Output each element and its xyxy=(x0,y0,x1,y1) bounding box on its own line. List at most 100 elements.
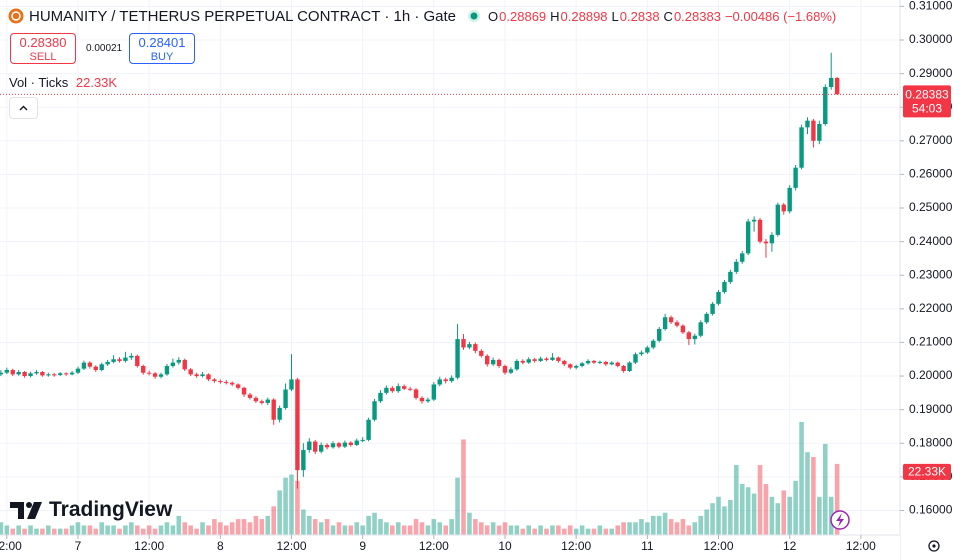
candle-body xyxy=(716,292,721,304)
volume-bar xyxy=(188,525,193,535)
candle-body xyxy=(579,363,585,366)
x-tick-label: 12:00 xyxy=(846,539,876,553)
change: −0.00486 (−1.68%) xyxy=(724,8,837,24)
volume-bar xyxy=(354,522,360,535)
volume-bar xyxy=(502,522,508,535)
x-tick-label: 12:00 xyxy=(419,539,449,553)
volume-legend: Vol · Ticks 22.33K xyxy=(9,75,117,90)
candle-body xyxy=(271,399,276,420)
buy-price: 0.28401 xyxy=(138,35,186,50)
candle-body xyxy=(396,386,401,392)
settings-icon-center xyxy=(932,544,936,548)
candle-body xyxy=(490,359,496,365)
volume-bar xyxy=(99,522,105,535)
volume-bar xyxy=(212,519,217,535)
candle-body xyxy=(176,359,182,363)
candle-body xyxy=(206,374,211,380)
volume-bar xyxy=(722,506,727,535)
candle-body xyxy=(763,241,769,244)
volume-bar xyxy=(680,519,686,535)
volume-bar xyxy=(674,522,680,535)
volume-bar xyxy=(235,519,241,535)
volume-bar xyxy=(129,522,134,535)
candle-body xyxy=(651,340,656,348)
candle-body xyxy=(16,372,21,375)
volume-bar xyxy=(763,484,769,535)
candle-body xyxy=(757,219,763,242)
sell-button[interactable]: 0.28380 SELL xyxy=(10,33,76,64)
candle-body xyxy=(615,362,620,366)
volume-bar xyxy=(496,525,502,535)
candle-body xyxy=(437,379,442,385)
buy-button[interactable]: 0.28401 BUY xyxy=(129,33,195,64)
volume-bar xyxy=(176,515,182,535)
volume-bar xyxy=(146,525,152,535)
candle-body xyxy=(93,366,98,370)
candle-body xyxy=(87,362,93,367)
candle-body xyxy=(372,401,377,420)
volume-bar xyxy=(461,439,466,535)
volume-bar xyxy=(449,519,454,535)
candle-body xyxy=(544,358,549,360)
volume-bar xyxy=(301,509,306,535)
candle-body xyxy=(366,419,371,440)
ohlc-value: 0.28383 xyxy=(673,8,721,24)
candle-body xyxy=(390,387,395,392)
volume-bar xyxy=(822,443,828,535)
volume-bar xyxy=(57,528,63,535)
candle-body xyxy=(573,365,579,368)
volume-bar xyxy=(419,522,425,535)
candle-body xyxy=(740,253,745,262)
candle-body xyxy=(336,443,342,447)
candle-body xyxy=(710,303,715,314)
y-tick-label: 0.27000 xyxy=(909,133,953,147)
collapse-button[interactable] xyxy=(9,97,38,119)
volume-bar xyxy=(366,515,371,535)
x-tick-label: 12:00 xyxy=(276,539,306,553)
volume-bar xyxy=(200,522,205,535)
x-tick-label: 10 xyxy=(498,539,512,553)
candle-body xyxy=(526,359,531,363)
candle-body xyxy=(692,335,697,340)
candle-body xyxy=(562,360,567,365)
alert-bolt xyxy=(836,513,844,527)
candle-body xyxy=(224,382,229,384)
candle-body xyxy=(105,361,110,365)
volume-bar xyxy=(811,456,816,535)
volume-bar xyxy=(22,528,27,535)
volume-bar xyxy=(16,525,21,535)
volume-bar xyxy=(514,525,520,535)
candle-body xyxy=(834,77,840,95)
spread: 0.00021 xyxy=(86,43,123,54)
candle-body xyxy=(680,325,686,333)
brand-logo[interactable]: TradingView xyxy=(10,498,172,522)
volume-bar xyxy=(633,522,638,535)
symbol-title[interactable]: HUMANITY / TETHERUS PERPETUAL CONTRACT ·… xyxy=(29,7,457,25)
volume-bar xyxy=(615,525,620,535)
caret xyxy=(19,105,28,111)
candle-body xyxy=(313,441,318,452)
volume-bar xyxy=(787,496,792,535)
volume-bar xyxy=(443,525,449,535)
volume-bar xyxy=(627,522,632,535)
candle-body xyxy=(633,354,638,363)
volume-bar xyxy=(318,522,324,535)
x-tick-label: 12:00 xyxy=(0,539,22,553)
candle-body xyxy=(241,387,247,395)
volume-bar xyxy=(716,496,721,535)
candle-body xyxy=(591,360,597,363)
candle-body xyxy=(520,360,526,363)
candle-body xyxy=(793,167,798,188)
volume-bar xyxy=(229,522,235,535)
volume-bar xyxy=(51,528,57,535)
volume-bar xyxy=(265,515,271,535)
volume-bar xyxy=(93,528,99,535)
ohlc-key: O xyxy=(488,8,499,24)
candle-body xyxy=(538,358,543,361)
candle-body xyxy=(485,355,490,365)
candle-body xyxy=(354,440,359,445)
y-tick-label: 0.22000 xyxy=(909,301,953,315)
volume-bar xyxy=(134,525,140,535)
y-tick-label: 0.19000 xyxy=(909,402,953,416)
volume-bar xyxy=(739,484,745,535)
